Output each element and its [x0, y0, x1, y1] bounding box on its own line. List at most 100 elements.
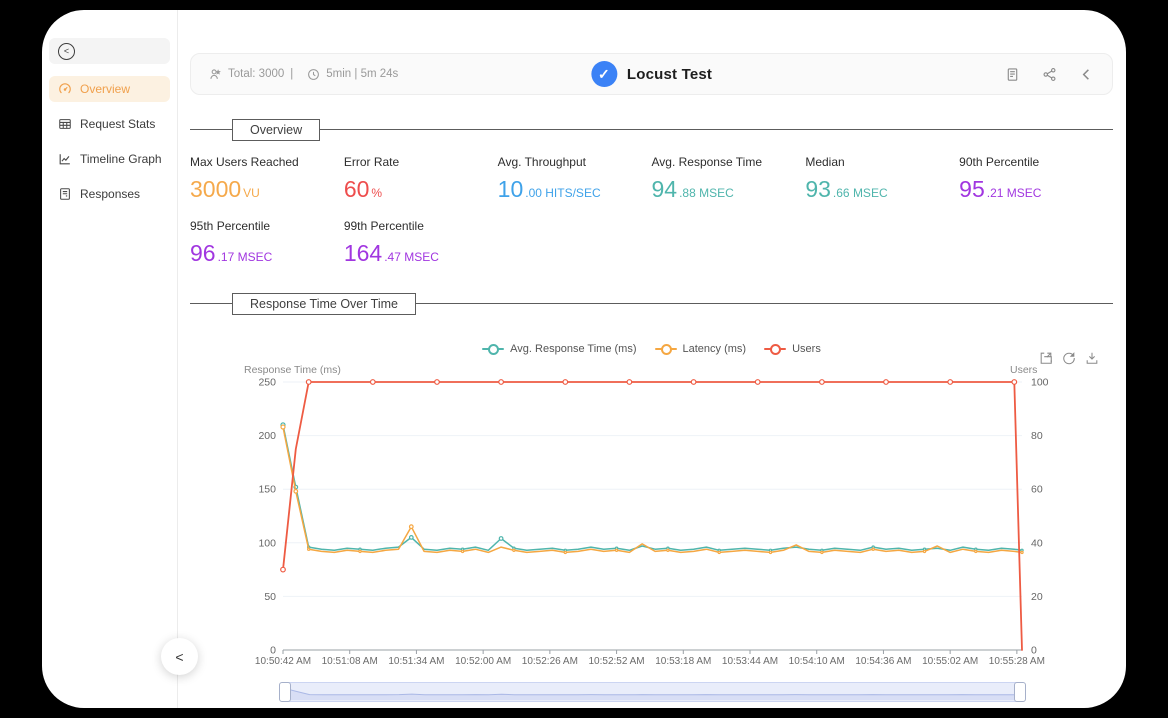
chart-legend: Avg. Response Time (ms) Latency (ms) Users [190, 341, 1113, 357]
metric-99th-percentile: 99th Percentile 164.47 MSEC [344, 219, 498, 267]
svg-text:250: 250 [258, 377, 276, 389]
chart-section-header: Response Time Over Time [190, 293, 1113, 315]
duration-label: 5min | 5m 24s [326, 68, 399, 80]
metric-label: 99th Percentile [343, 219, 424, 233]
sidebar-item-label: Responses [80, 187, 141, 201]
sidebar-item-overview[interactable]: Overview [49, 76, 170, 102]
legend-marker-icon [654, 344, 677, 355]
metric-avg-response-time: Avg. Response Time 94.88 MSEC [651, 155, 805, 203]
main-content: Total: 3000 | 5min | 5m 24s ✓ Locust Tes… [178, 10, 1126, 708]
test-title-group: ✓ Locust Test [590, 61, 713, 87]
test-title: Locust Test [626, 65, 713, 83]
chart-icon [58, 152, 72, 166]
clock-icon [307, 68, 320, 81]
svg-text:10:55:02 AM: 10:55:02 AM [922, 656, 978, 667]
legend-item-latency-ms-[interactable]: Latency (ms) [654, 343, 747, 355]
metric-value-main: 96 [190, 240, 216, 266]
legend-marker-icon [764, 344, 787, 355]
header-actions [1005, 67, 1094, 82]
metric-label: Max Users Reached [190, 155, 299, 169]
svg-text:50: 50 [264, 591, 276, 603]
sidebar-item-request-stats[interactable]: Request Stats [49, 111, 170, 137]
response-time-chart: Avg. Response Time (ms) Latency (ms) Users… [190, 341, 1113, 702]
svg-text:200: 200 [258, 430, 276, 442]
metric-value-main: 95 [959, 176, 985, 202]
svg-text:60: 60 [1031, 484, 1043, 496]
metric-value: 164.47 MSEC [344, 240, 498, 267]
metric-error-rate: Error Rate 60% [344, 155, 498, 203]
restore-icon[interactable] [1062, 351, 1076, 365]
sidebar-item-timeline-graph[interactable]: Timeline Graph [49, 146, 170, 172]
metric-label: Avg. Response Time [651, 155, 762, 169]
svg-text:0: 0 [1031, 645, 1037, 657]
datazoom-slider[interactable] [279, 682, 1026, 702]
metric-value: 3000 VU [190, 176, 344, 203]
metric-label: Error Rate [343, 155, 400, 169]
legend-item-avg-response-time-ms-[interactable]: Avg. Response Time (ms) [482, 343, 637, 355]
datazoom-handle-left[interactable] [279, 682, 291, 702]
svg-text:10:53:44 AM: 10:53:44 AM [722, 656, 778, 667]
svg-text:10:52:00 AM: 10:52:00 AM [455, 656, 511, 667]
download-icon[interactable] [1085, 351, 1099, 365]
metric-value-unit: .17 MSEC [217, 250, 273, 264]
svg-text:10:54:10 AM: 10:54:10 AM [789, 656, 845, 667]
metric-value: 60% [344, 176, 498, 203]
legend-label: Latency (ms) [682, 343, 747, 355]
metric-value-main: 164 [343, 240, 383, 266]
data-zoom-icon[interactable] [1039, 351, 1053, 365]
meta-separator: | [290, 68, 294, 80]
metric-95th-percentile: 95th Percentile 96.17 MSEC [190, 219, 344, 267]
report-icon[interactable] [1005, 67, 1020, 82]
metric-label: 95th Percentile [190, 219, 271, 233]
sidebar-item-responses[interactable]: Responses [49, 181, 170, 207]
metric-value-unit: .66 MSEC [832, 186, 888, 200]
chart-toolbox [1039, 351, 1099, 365]
metric-90th-percentile: 90th Percentile 95.21 MSEC [959, 155, 1113, 203]
legend-label: Avg. Response Time (ms) [510, 343, 637, 355]
metric-value-main: 94 [651, 176, 678, 202]
svg-text:10:53:18 AM: 10:53:18 AM [655, 656, 711, 667]
overview-section-header: Overview [190, 119, 1113, 141]
sidebar-collapse-button[interactable]: < [161, 638, 198, 675]
metric-value-unit: .21 MSEC [986, 186, 1042, 200]
sidebar-item-label: Request Stats [80, 117, 156, 131]
metric-value-unit: % [371, 186, 383, 200]
datazoom-handle-right[interactable] [1014, 682, 1026, 702]
metric-label: Avg. Throughput [497, 155, 586, 169]
sidebar: < Overview Request Stats Timeline Graph Res… [42, 10, 178, 708]
svg-text:100: 100 [1031, 377, 1049, 389]
sidebar-item-label: Timeline Graph [80, 152, 162, 166]
total-users-label: Total: 3000 [228, 68, 285, 80]
chart-section-title: Response Time Over Time [232, 293, 416, 315]
section-divider [190, 129, 1113, 130]
metric-value-main: 93 [805, 176, 831, 202]
line-chart-canvas[interactable]: 10:50:42 AM 10:51:08 AM 10:51:34 AM 10:52:0… [190, 361, 1113, 673]
table-icon [58, 117, 72, 131]
metric-value: 93.66 MSEC [805, 176, 959, 203]
back-chevron-icon[interactable] [1079, 67, 1094, 82]
metric-avg-throughput: Avg. Throughput 10.00 HITS/SEC [498, 155, 652, 203]
metric-value: 94.88 MSEC [651, 176, 805, 203]
overview-section-title: Overview [232, 119, 321, 141]
svg-text:20: 20 [1031, 591, 1043, 603]
check-circle-icon: ✓ [590, 61, 617, 87]
metric-value: 96.17 MSEC [190, 240, 344, 267]
svg-text:40: 40 [1031, 537, 1043, 549]
metric-median: Median 93.66 MSEC [805, 155, 959, 203]
svg-text:10:51:34 AM: 10:51:34 AM [388, 656, 444, 667]
sidebar-collapse-toggle[interactable]: < [49, 38, 170, 64]
sidebar-nav: Overview Request Stats Timeline Graph Respo… [49, 76, 170, 207]
metric-max-users-reached: Max Users Reached 3000 VU [190, 155, 344, 203]
metric-label: 90th Percentile [959, 155, 1040, 169]
svg-text:100: 100 [258, 537, 276, 549]
metric-label: Median [805, 155, 845, 169]
svg-text:Users: Users [1010, 364, 1037, 376]
svg-text:10:50:42 AM: 10:50:42 AM [255, 656, 311, 667]
legend-item-users[interactable]: Users [764, 343, 821, 355]
share-icon[interactable] [1042, 67, 1057, 82]
svg-text:10:55:28 AM: 10:55:28 AM [989, 656, 1045, 667]
metric-value-unit: .88 MSEC [679, 186, 734, 200]
svg-text:Response Time (ms): Response Time (ms) [244, 364, 341, 376]
svg-text:10:51:08 AM: 10:51:08 AM [322, 656, 378, 667]
gauge-icon [58, 82, 72, 96]
